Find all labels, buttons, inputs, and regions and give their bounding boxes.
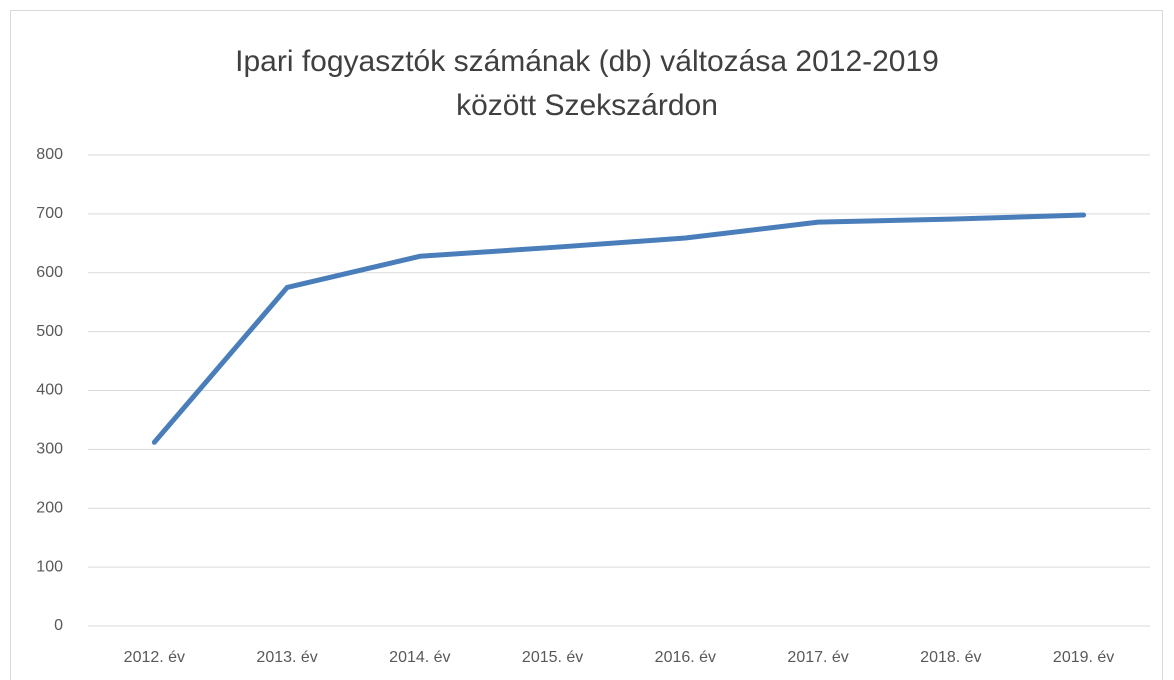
y-tick-label: 500 [36, 323, 63, 340]
data-line [151, 212, 1087, 445]
x-tick-label: 2016. év [655, 649, 716, 666]
x-tick-label: 2012. év [124, 649, 185, 666]
y-tick-label: 0 [54, 617, 63, 634]
x-tick-label: 2015. év [522, 649, 583, 666]
y-tick-label: 100 [36, 558, 63, 575]
chart-title: Ipari fogyasztók számának (db) változása… [235, 45, 939, 122]
y-tick-label: 300 [36, 441, 63, 458]
x-tick-label: 2017. év [787, 649, 848, 666]
x-tick-label: 2018. év [920, 649, 981, 666]
x-tick-label: 2014. év [389, 649, 450, 666]
y-tick-label: 400 [36, 382, 63, 399]
y-tick-label: 600 [36, 264, 63, 281]
chart-frame [10, 10, 1163, 680]
y-tick-label: 700 [36, 205, 63, 222]
x-tick-label: 2019. év [1053, 649, 1114, 666]
y-tick-label: 200 [36, 499, 63, 516]
x-tick-label: 2013. év [256, 649, 317, 666]
y-tick-label: 800 [36, 146, 63, 163]
